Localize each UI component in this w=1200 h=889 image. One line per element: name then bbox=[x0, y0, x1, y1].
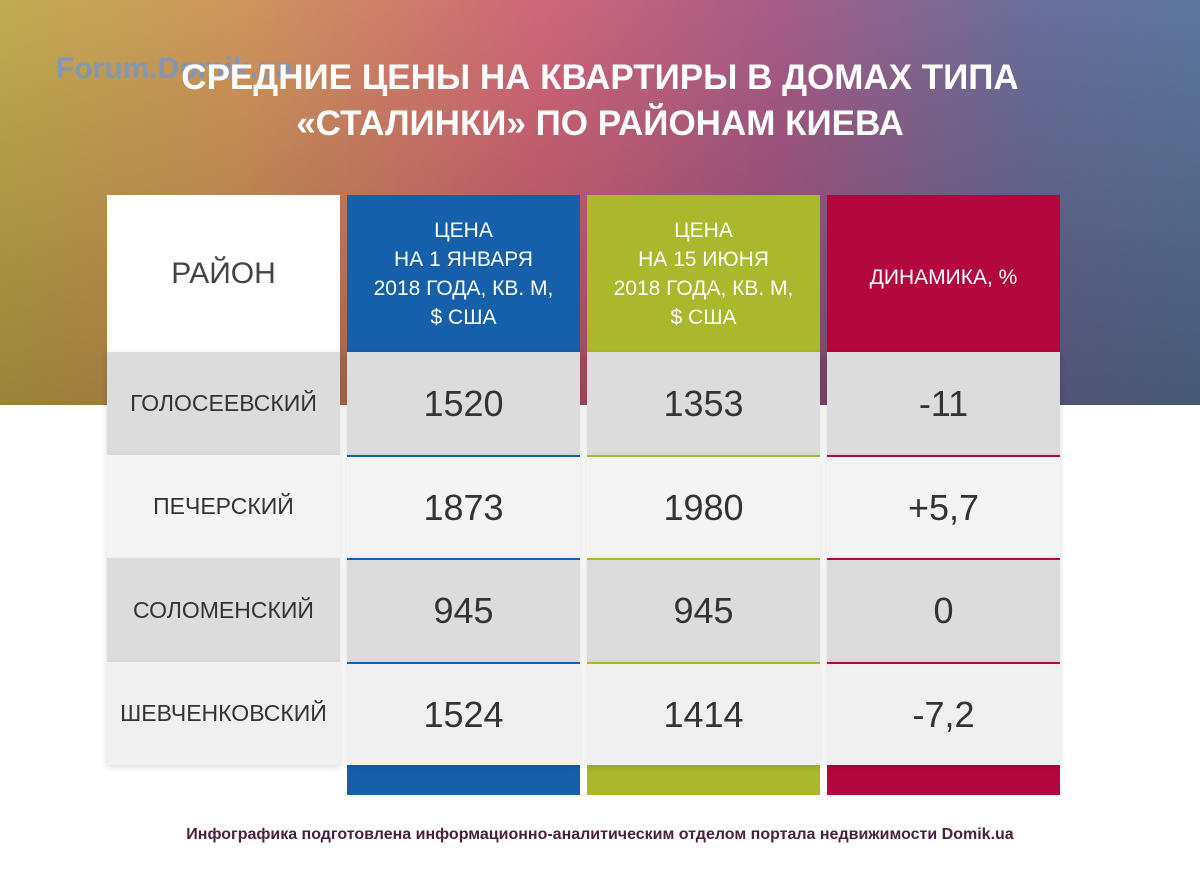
watermark: Forum.Domik.ua bbox=[56, 52, 293, 85]
footer: Инфографика подготовлена информационно-а… bbox=[186, 826, 1014, 843]
header-line: ДИНАМИКА, % bbox=[869, 266, 1018, 289]
header-line: ЦЕНА bbox=[434, 218, 493, 242]
value-cell: +5,7 bbox=[827, 455, 1060, 558]
header-line: 2018 ГОДА, КВ. М, bbox=[373, 276, 554, 300]
title: «СТАЛИНКИ» ПО РАЙОНАМ КИЕВА bbox=[296, 104, 904, 143]
district-name: ПЕЧЕРСКИЙ bbox=[107, 455, 340, 558]
value-cell: 0 bbox=[827, 558, 1060, 662]
header-line: $ США bbox=[670, 305, 737, 329]
value-cell: 1980 bbox=[587, 455, 820, 558]
header-line: НА 1 ЯНВАРЯ bbox=[394, 247, 533, 271]
value-cell: -11 bbox=[827, 352, 1060, 455]
column-header: РАЙОН bbox=[107, 195, 340, 352]
column-footer-strip bbox=[827, 765, 1060, 795]
header-line: НА 15 ИЮНЯ bbox=[638, 247, 769, 271]
district-name: СОЛОМЕНСКИЙ bbox=[107, 558, 340, 662]
value-cell: 1414 bbox=[587, 662, 820, 765]
value-cell: 945 bbox=[347, 558, 580, 662]
header-line: РАЙОН bbox=[171, 257, 276, 290]
value-cell: 1353 bbox=[587, 352, 820, 455]
value-cell: 1520 bbox=[347, 352, 580, 455]
header-line: 2018 ГОДА, КВ. М, bbox=[613, 276, 794, 300]
value-cell: 945 bbox=[587, 558, 820, 662]
header-line: ЦЕНА bbox=[674, 218, 733, 242]
district-name: ШЕВЧЕНКОВСКИЙ bbox=[107, 662, 340, 765]
value-cell: 1873 bbox=[347, 455, 580, 558]
value-cell: -7,2 bbox=[827, 662, 1060, 765]
header-line: $ США bbox=[430, 305, 497, 329]
title: СРЕДНИЕ ЦЕНЫ НА КВАРТИРЫ В ДОМАХ ТИПА bbox=[181, 58, 1019, 97]
column-header: ЦЕНА НА 1 ЯНВАРЯ 2018 ГОДА, КВ. М, $ США bbox=[347, 195, 580, 352]
column-header: ЦЕНА НА 15 ИЮНЯ 2018 ГОДА, КВ. М, $ США bbox=[587, 195, 820, 352]
column-footer-strip bbox=[587, 765, 820, 795]
value-cell: 1524 bbox=[347, 662, 580, 765]
district-name: ГОЛОСЕЕВСКИЙ bbox=[107, 352, 340, 455]
column-footer-strip bbox=[347, 765, 580, 795]
column-header: ДИНАМИКА, % bbox=[827, 195, 1060, 352]
